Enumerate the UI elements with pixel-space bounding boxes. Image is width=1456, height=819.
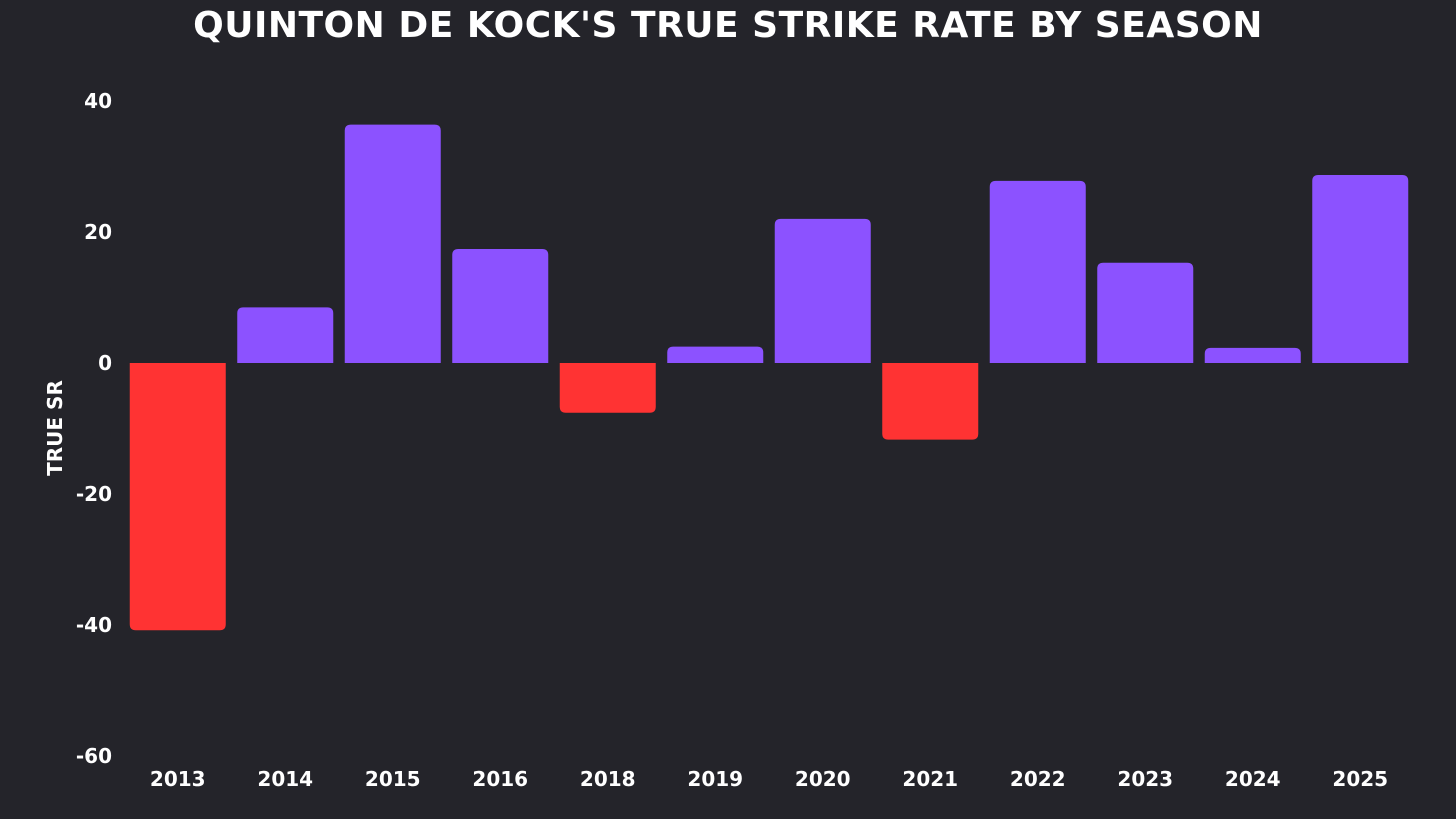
bar-2024 — [1204, 347, 1301, 363]
chart-title: QUINTON DE KOCK'S TRUE STRIKE RATE BY SE… — [193, 5, 1263, 46]
x-tick-label: 2022 — [1010, 767, 1066, 791]
y-axis-ticks: -60 -40 -20 0 20 40 — [76, 89, 112, 768]
y-tick-label: 0 — [98, 351, 112, 375]
bar-2014 — [237, 307, 334, 363]
bar-2025 — [1312, 175, 1409, 363]
bar-2020 — [774, 218, 871, 363]
bar-2013 — [129, 363, 226, 631]
bar-2018 — [559, 363, 656, 413]
x-tick-label: 2016 — [472, 767, 528, 791]
bar-2019 — [667, 346, 764, 363]
x-tick-label: 2018 — [580, 767, 636, 791]
bar-2021 — [882, 363, 979, 440]
x-tick-label: 2021 — [902, 767, 958, 791]
x-tick-label: 2013 — [150, 767, 206, 791]
y-tick-label: -60 — [76, 744, 112, 768]
y-tick-label: -20 — [76, 482, 112, 506]
x-tick-label: 2015 — [365, 767, 421, 791]
x-tick-label: 2024 — [1225, 767, 1281, 791]
y-tick-label: -40 — [76, 613, 112, 637]
y-tick-label: 20 — [84, 220, 112, 244]
x-tick-label: 2020 — [795, 767, 851, 791]
bar-2023 — [1097, 262, 1194, 363]
bar-2016 — [452, 249, 549, 363]
y-axis-label: TRUE SR — [43, 380, 67, 476]
bar-2022 — [989, 180, 1086, 363]
y-tick-label: 40 — [84, 89, 112, 113]
bar-2015 — [344, 124, 441, 363]
x-tick-label: 2023 — [1117, 767, 1173, 791]
x-tick-label: 2019 — [687, 767, 743, 791]
x-axis-ticks: 2013 2014 2015 2016 2018 2019 2020 2021 2022 2023… — [150, 767, 1388, 791]
x-tick-label: 2014 — [257, 767, 313, 791]
x-tick-label: 2025 — [1332, 767, 1388, 791]
bars — [129, 124, 1409, 631]
